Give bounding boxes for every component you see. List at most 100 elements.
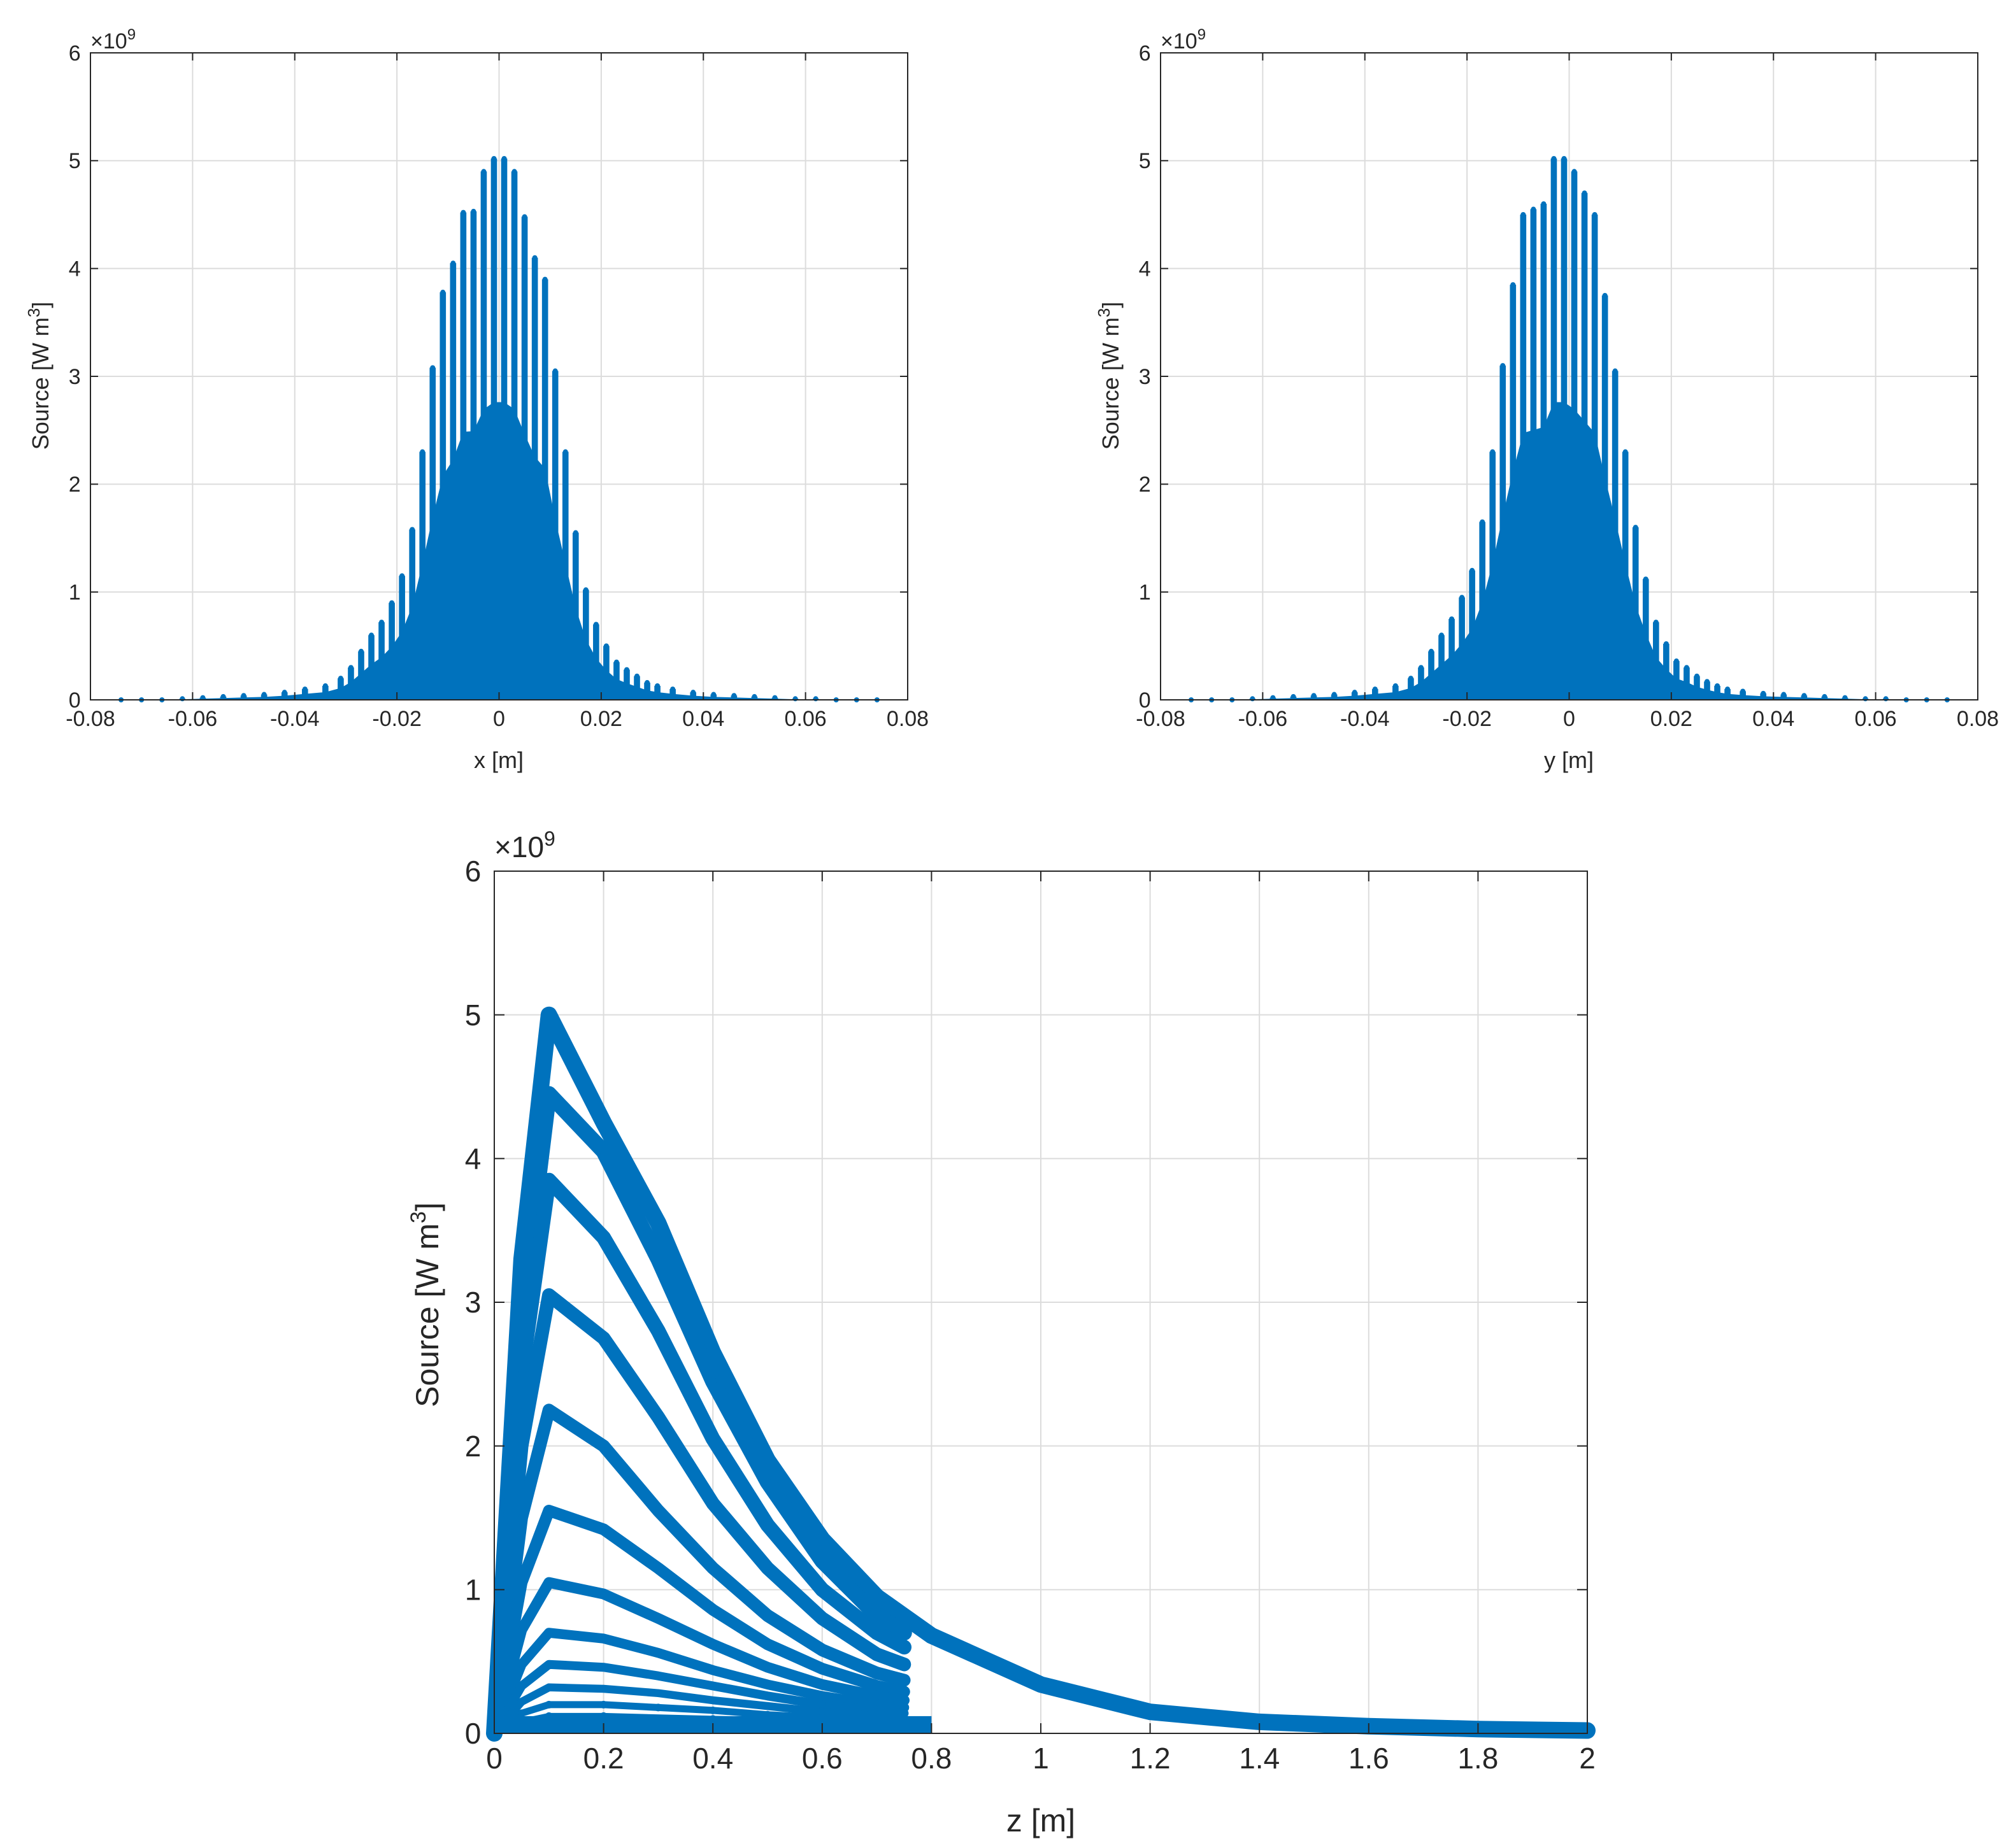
- z-profile-x-tick-label: 1.8: [1457, 1742, 1498, 1775]
- z-profile-point: [654, 1219, 662, 1227]
- y-profile-y-tick-label: 2: [1139, 473, 1151, 497]
- z-profile-point: [900, 1643, 908, 1651]
- y-profile-point: [1418, 665, 1424, 671]
- x-profile-point: [624, 667, 629, 672]
- z-profile-point: [545, 1176, 553, 1184]
- x-profile-point: [813, 696, 819, 702]
- y-profile-point: [1643, 576, 1648, 582]
- x-profile-point: [562, 449, 568, 455]
- y-profile-ylabel: Source [W m3]: [1094, 302, 1124, 450]
- x-profile-ylabel: Source [W m3]: [24, 302, 54, 450]
- z-profile-x-tick-label: 0.2: [583, 1742, 624, 1775]
- z-profile-point: [709, 1605, 717, 1614]
- z-profile-point: [764, 1521, 771, 1529]
- z-profile-point: [709, 1706, 717, 1714]
- x-profile-point: [399, 573, 405, 579]
- z-profile-point: [764, 1692, 771, 1700]
- x-profile-y-tick-label: 6: [69, 41, 81, 66]
- y-profile-point: [1622, 449, 1628, 455]
- z-profile-x-tick-label: 2: [1579, 1742, 1596, 1775]
- y-profile-x-tick-label: 0.04: [1752, 707, 1794, 731]
- z-profile-point: [764, 1611, 771, 1619]
- x-profile-point: [583, 587, 589, 593]
- z-profile-point: [818, 1681, 826, 1689]
- x-profile-point: [491, 155, 497, 161]
- x-profile-data-layer: [118, 155, 880, 702]
- y-profile-point: [1822, 693, 1827, 699]
- z-profile-point: [545, 1579, 553, 1587]
- z-profile-y-tick-label: 6: [465, 855, 482, 888]
- z-profile-y-tick-label: 3: [465, 1286, 482, 1319]
- y-profile-y-tick-label: 4: [1139, 257, 1151, 281]
- z-profile-point: [873, 1629, 881, 1637]
- z-profile-point: [900, 1676, 908, 1684]
- y-profile-point: [1439, 632, 1445, 638]
- x-profile-point: [389, 600, 395, 606]
- x-profile-exponent: ×109: [90, 26, 136, 53]
- x-profile-point: [645, 679, 650, 685]
- x-profile-point: [603, 643, 609, 649]
- x-profile-point: [440, 289, 446, 295]
- x-profile-point: [655, 683, 661, 688]
- x-profile-point: [282, 690, 287, 695]
- y-profile-point: [1761, 690, 1766, 696]
- x-profile-x-tick-label: 0.04: [682, 707, 724, 731]
- z-profile-point: [599, 1663, 608, 1672]
- y-profile-point: [1633, 525, 1638, 530]
- x-profile-point: [180, 696, 185, 702]
- x-profile-x-tick-label: 0.02: [580, 707, 622, 731]
- x-profile-point: [731, 693, 737, 699]
- y-profile-exponent: ×109: [1161, 26, 1206, 53]
- z-profile-point: [545, 1700, 553, 1709]
- y-profile-point: [1490, 449, 1496, 455]
- y-profile-point: [1653, 620, 1659, 625]
- x-profile-point: [338, 676, 343, 681]
- x-profile-xlabel: x [m]: [474, 747, 524, 773]
- y-profile-point: [1715, 683, 1720, 688]
- z-profile-y-tick-label: 2: [465, 1430, 482, 1463]
- y-profile-point: [1740, 688, 1746, 694]
- y-profile-point: [1883, 696, 1889, 702]
- x-profile-point: [522, 214, 527, 220]
- z-profile-y-tick-label: 5: [465, 999, 482, 1032]
- z-profile-point: [654, 1507, 662, 1515]
- z-profile-y-tick-label: 0: [465, 1717, 482, 1750]
- z-profile-point: [517, 1698, 525, 1706]
- z-profile-point: [764, 1564, 771, 1572]
- x-profile-point: [481, 169, 487, 174]
- z-profile-point: [517, 1626, 525, 1634]
- y-profile-point: [1428, 648, 1434, 654]
- x-profile-x-tick-label: 0: [493, 707, 505, 731]
- y-profile-point: [1801, 693, 1807, 699]
- z-profile-y-tick-label: 1: [465, 1573, 482, 1606]
- x-profile-point: [511, 169, 517, 174]
- z-profile-point: [764, 1640, 771, 1649]
- z-profile-point: [654, 1649, 662, 1657]
- z-profile-x-tick-label: 0: [486, 1742, 503, 1775]
- x-profile-point: [241, 693, 247, 699]
- z-profile-point: [654, 1672, 662, 1680]
- x-profile-y-tick-label: 1: [69, 581, 81, 605]
- x-profile-point: [379, 620, 385, 625]
- z-profile-x-tick-label: 0.6: [802, 1742, 843, 1775]
- z-profile-point: [1037, 1681, 1045, 1689]
- y-profile-point: [1290, 693, 1296, 699]
- x-profile-chart: -0.08 -0.06 -0.04 -0.02 0 0.02 0.04 0.06 0.08 0 1 2…: [24, 26, 929, 773]
- y-profile-point: [1561, 155, 1567, 161]
- y-profile-y-tick-label: 0: [1139, 688, 1151, 713]
- z-profile-xlabel: z [m]: [1006, 1803, 1075, 1838]
- x-profile-point: [711, 692, 717, 697]
- x-profile-x-tick-label: 0.08: [887, 707, 929, 731]
- z-profile-point: [709, 1377, 717, 1386]
- z-profile-point: [599, 1700, 608, 1709]
- z-profile-point: [900, 1660, 908, 1668]
- z-profile-point: [599, 1442, 608, 1450]
- y-profile-point: [1469, 567, 1475, 573]
- y-profile-y-tick-label: 3: [1139, 365, 1151, 389]
- z-profile-point: [900, 1629, 908, 1637]
- z-profile-point: [709, 1435, 717, 1443]
- y-profile-point: [1449, 616, 1455, 622]
- z-profile-x-tick-label: 0.4: [692, 1742, 733, 1775]
- z-profile-point: [517, 1709, 525, 1717]
- z-profile-point: [873, 1692, 881, 1700]
